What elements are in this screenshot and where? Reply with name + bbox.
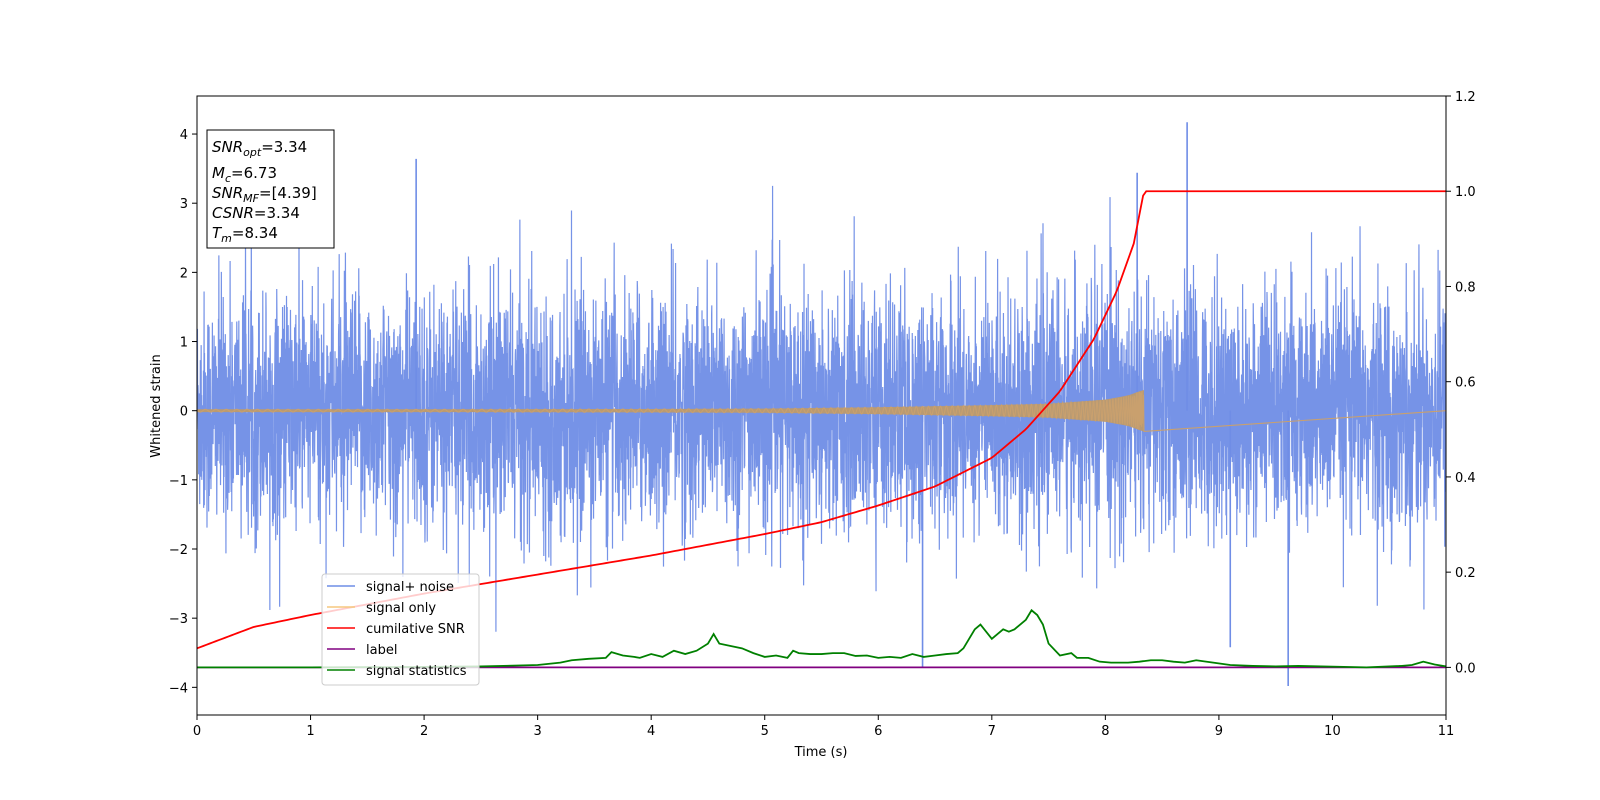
stats-annotation-box: SNRopt=3.34 Mc=6.73 SNRMF=[4.39] CSNR=3.…	[206, 129, 335, 249]
x-tick-label: 4	[647, 724, 655, 739]
x-tick-label: 1	[306, 724, 314, 739]
legend-label-label: label	[366, 643, 397, 658]
x-tick-label: 6	[874, 724, 882, 739]
y-left-tick-label: 3	[180, 197, 188, 212]
x-tick-label: 5	[761, 724, 769, 739]
y-right-tick-label: 1.0	[1455, 185, 1476, 200]
signal-only-line	[197, 390, 1446, 432]
legend-label-cumulative-snr: cumilative SNR	[366, 622, 465, 637]
y-left-tick-label: 0	[180, 405, 188, 420]
signal-only-series	[197, 389, 1446, 432]
y-right-tick-label: 0.0	[1455, 661, 1476, 676]
x-tick-label: 3	[533, 724, 541, 739]
y-left-tick-label: −2	[169, 543, 188, 558]
x-axis-ticks: 0 1 2 3 4 5 6 7 8 9 10 11	[193, 715, 1454, 739]
x-tick-label: 10	[1324, 724, 1341, 739]
y-right-tick-label: 0.8	[1455, 280, 1476, 295]
y-right-tick-label: 1.2	[1455, 90, 1476, 105]
x-tick-label: 2	[420, 724, 428, 739]
y-left-tick-label: 2	[180, 266, 188, 281]
y-right-tick-label: 0.2	[1455, 566, 1476, 581]
y-right-axis-ticks: 1.2 1.0 0.8 0.6 0.4 0.2 0.0	[1446, 90, 1476, 676]
x-axis-label: Time (s)	[794, 745, 848, 760]
mc-text: Mc=6.73	[212, 164, 277, 185]
legend-label-signal-statistics: signal statistics	[366, 664, 467, 679]
y-left-tick-label: −1	[169, 474, 188, 489]
x-tick-label: 11	[1438, 724, 1455, 739]
x-tick-label: 7	[988, 724, 996, 739]
y-left-tick-label: 4	[180, 128, 188, 143]
csnr-text: CSNR=3.34	[212, 204, 300, 222]
legend-label-signal-noise: signal+ noise	[366, 580, 454, 595]
y-axis-label: Whitened strain	[149, 354, 164, 457]
x-tick-label: 8	[1101, 724, 1109, 739]
legend-label-signal-only: signal only	[366, 601, 436, 616]
y-left-tick-label: −4	[169, 681, 188, 696]
snr-opt-text: SNRopt=3.34	[212, 138, 307, 159]
y-right-tick-label: 0.6	[1455, 376, 1476, 391]
plot-frame	[196, 95, 1447, 716]
signal-statistics-line	[197, 608, 1446, 669]
x-tick-label: 0	[193, 724, 201, 739]
x-tick-label: 9	[1215, 724, 1223, 739]
signal-noise-series	[197, 122, 1446, 686]
y-right-tick-label: 0.4	[1455, 471, 1476, 486]
y-left-tick-label: −3	[169, 612, 188, 627]
tm-text: Tm=8.34	[212, 224, 278, 245]
y-left-tick-label: 1	[180, 336, 188, 351]
signal-noise-line	[197, 185, 1446, 632]
snr-mf-text: SNRMF=[4.39]	[212, 184, 317, 205]
legend: signal+ noise signal only cumilative SNR…	[321, 573, 480, 686]
y-left-axis-ticks: 4 3 2 1 0 −1 −2 −3 −4	[169, 128, 197, 696]
